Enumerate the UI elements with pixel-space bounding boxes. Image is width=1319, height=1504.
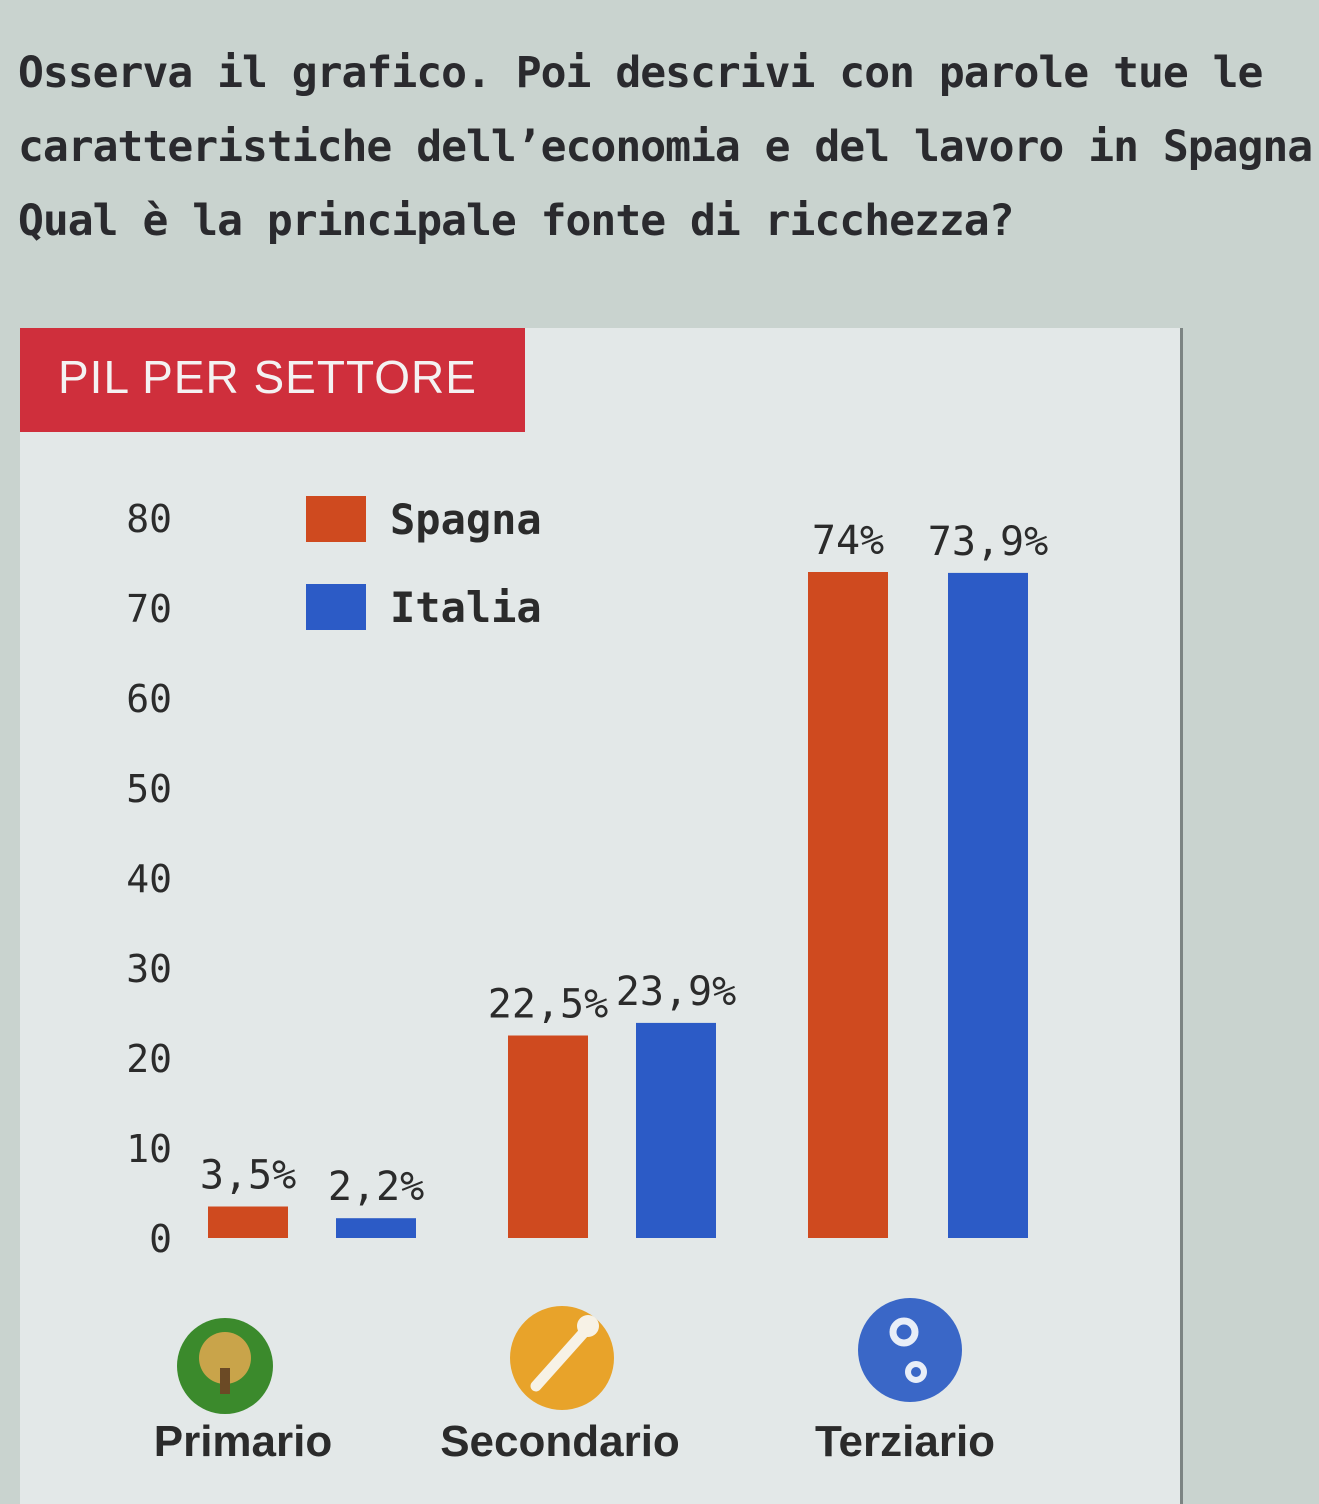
y-tick-label: 80 [126, 497, 172, 541]
gears-icon-gear-1 [889, 1317, 919, 1347]
wrench-icon-head [577, 1315, 599, 1337]
legend-label-italia: Italia [390, 583, 542, 632]
legend-label-spagna: Spagna [390, 495, 542, 544]
y-tick-label: 0 [149, 1217, 172, 1261]
bar-value-label: 2,2% [328, 1164, 424, 1210]
question-line-1: Osserva il grafico. Poi descrivi con par… [18, 48, 1263, 98]
legend-swatch-spagna [306, 496, 366, 542]
question-line-3: Qual è la principale fonte di ricchezza? [18, 196, 1015, 246]
category-label-primario: Primario [154, 1417, 333, 1466]
chart-card: PIL PER SETTORE 0 10 20 30 40 50 60 70 80 3,5% 22,… [20, 328, 1183, 1504]
bar-italia-terziario [948, 572, 1028, 1238]
bar-value-label: 22,5% [488, 982, 608, 1028]
bar-spagna-secondario [508, 1035, 588, 1238]
tree-icon-canopy [199, 1332, 251, 1384]
bar-value-label: 3,5% [200, 1153, 296, 1199]
bar-value-label: 74% [812, 518, 884, 564]
y-tick-label: 30 [126, 947, 172, 991]
category-label-secondario: Secondario [440, 1417, 680, 1466]
category-label-terziario: Terziario [815, 1417, 995, 1466]
bar-value-label: 23,9% [616, 969, 736, 1015]
chart-title-banner: PIL PER SETTORE [20, 328, 525, 432]
y-tick-label: 10 [126, 1127, 172, 1171]
gears-icon [858, 1298, 962, 1402]
tree-icon-trunk [220, 1368, 230, 1394]
y-tick-label: 60 [126, 677, 172, 721]
legend-swatch-italia [306, 584, 366, 630]
chart-title: PIL PER SETTORE [58, 351, 477, 403]
bar-spagna-primario [208, 1206, 288, 1238]
bar-italia-secondario [636, 1022, 716, 1238]
y-tick-label: 50 [126, 767, 172, 811]
gears-icon-gear-2 [905, 1361, 927, 1383]
wrench-icon-handle [530, 1324, 592, 1392]
question-line-2: caratteristiche dell’economia e del lavo… [18, 122, 1319, 172]
bar-value-label: 73,9% [928, 519, 1048, 565]
question-text: Osserva il grafico. Poi descrivi con par… [18, 36, 1319, 258]
y-tick-label: 40 [126, 857, 172, 901]
bar-spagna-terziario [808, 572, 888, 1238]
bar-chart: 0 10 20 30 40 50 60 70 80 3,5% 22,5% 74% 2,2% 23,9% 73… [126, 495, 1048, 1466]
y-tick-label: 70 [126, 587, 172, 631]
y-tick-label: 20 [126, 1037, 172, 1081]
bar-italia-primario [336, 1218, 416, 1238]
